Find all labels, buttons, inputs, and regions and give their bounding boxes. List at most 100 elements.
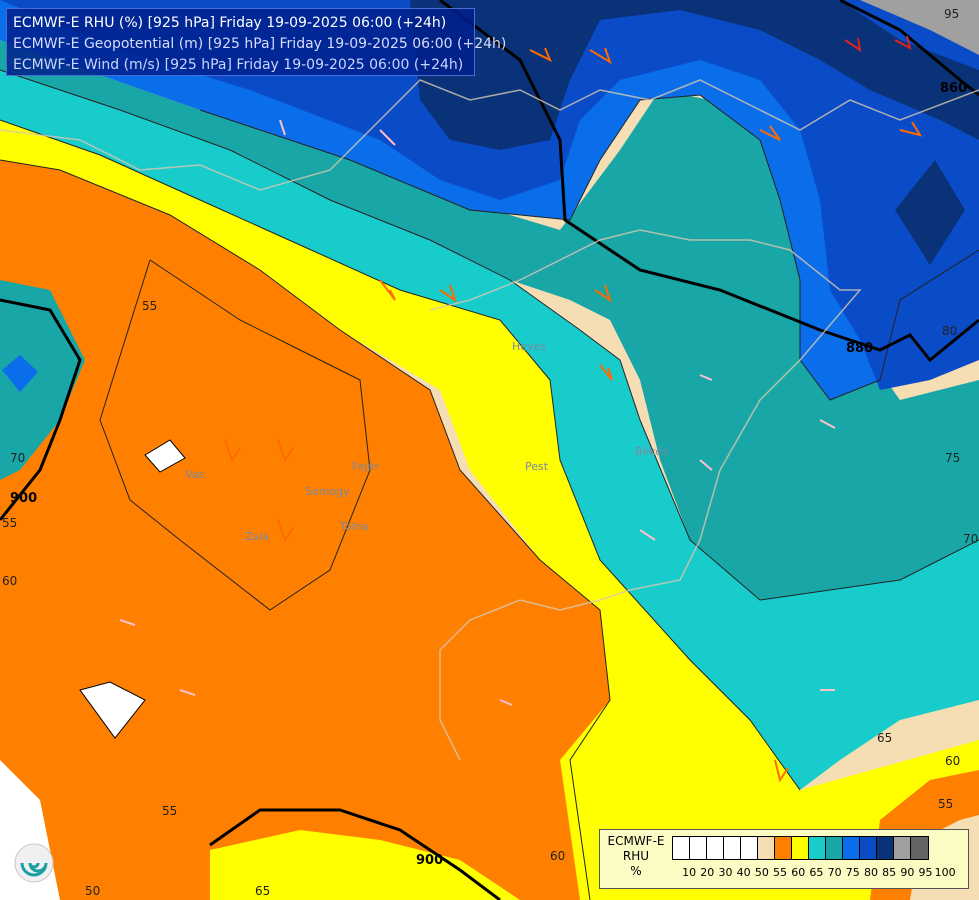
rhu-90-fill (410, 0, 979, 150)
legend-tick-label: 20 (700, 866, 715, 879)
contour-label: 60 (2, 574, 17, 588)
wind-barb (819, 419, 836, 429)
contour-line-80 (199, 94, 979, 401)
contour-label: 65 (877, 731, 892, 745)
legend-swatch (826, 837, 843, 859)
legend-tick-label: 70 (827, 866, 842, 879)
legend-tick-label: 80 (863, 866, 878, 879)
legend-tick-label: 75 (845, 866, 860, 879)
region-label: Zala (245, 530, 269, 543)
contour-label: 60 (945, 754, 960, 768)
rhu-60-fill (0, 160, 610, 900)
wind-barb (179, 689, 196, 696)
legend-swatch (775, 837, 792, 859)
legend-tick-label: 50 (754, 866, 769, 879)
contour-label: 80 (942, 324, 957, 338)
country-border-east (429, 229, 862, 761)
rhu-90-cell (895, 160, 965, 265)
wind-barb (894, 35, 912, 50)
region-label: Békés (635, 445, 668, 458)
legend-swatch (809, 837, 826, 859)
contour-line-65 (0, 119, 801, 791)
rhu-85-fill (0, 0, 979, 390)
wind-barb (594, 284, 612, 303)
contour-label: 95 (944, 7, 959, 21)
rhu-95-fill (860, 0, 979, 55)
wind-barb (774, 759, 789, 783)
legend-swatch (758, 837, 775, 859)
geopotential-880 (439, 0, 979, 363)
legend-swatch (690, 837, 707, 859)
legend-tick-label: 30 (718, 866, 733, 879)
wind-barb (899, 121, 923, 137)
legend-swatch (741, 837, 758, 859)
geopotential-label: 880 (846, 341, 873, 356)
geopotential-label: 900 (416, 853, 443, 868)
region-label: Fejér (352, 460, 379, 473)
wind-barb (277, 519, 294, 543)
legend-tick-label: 90 (900, 866, 915, 879)
rhu-legend: ECMWF-E RHU % 10 20 30 40 50 55 60 65 70 75 80 85 90… (599, 829, 969, 889)
geopotential-label: 900 (10, 491, 37, 506)
geopotential-860 (839, 0, 979, 97)
wind-barb (759, 125, 781, 141)
region-label: Pest (525, 460, 549, 473)
rhu-50-patch-b (144, 439, 186, 473)
geopotential-900-bottom (209, 808, 501, 900)
wind-barb (499, 699, 513, 706)
legend-tick-label: 65 (809, 866, 824, 879)
legend-swatch (843, 837, 860, 859)
contour-label: 60 (550, 849, 565, 863)
legend-swatch (877, 837, 894, 859)
wind-barb (699, 459, 713, 471)
rhu-75-fill (0, 40, 979, 600)
legend-swatch (707, 837, 724, 859)
rhu-80-left (2, 355, 38, 392)
legend-swatch (894, 837, 911, 859)
legend-swatch (792, 837, 809, 859)
geopotential-label: 860 (940, 81, 967, 96)
wind-barb (639, 529, 656, 541)
contour-label: 55 (938, 797, 953, 811)
wind-barb (279, 119, 286, 136)
legend-label-variable: RHU (622, 849, 650, 863)
contour-label: 65 (255, 884, 270, 898)
contour-label: 70 (10, 451, 25, 465)
legend-tick-labels: 10 20 30 40 50 55 60 65 70 75 80 85 90 95 100 (680, 866, 956, 879)
wind-barb (529, 47, 552, 63)
wind-barb (224, 439, 241, 463)
contour-label: 70 (963, 532, 978, 546)
rhu-65-bottom (210, 830, 520, 900)
geopotential-900-left (0, 298, 82, 521)
region-label: Heves (512, 340, 546, 353)
wind-barb (599, 364, 613, 381)
rhu-80-fill (0, 0, 979, 400)
wind-barb (277, 439, 294, 463)
contour-line-55 (99, 259, 371, 611)
wind-barb (379, 279, 396, 301)
legend-tick-label: 100 (934, 866, 956, 879)
rhu-75-left (0, 280, 85, 480)
legend-swatch (673, 837, 690, 859)
title-wind: ECMWF-E Wind (m/s) [925 hPa] Friday 19-0… (13, 57, 464, 73)
contour-label: 55 (162, 804, 177, 818)
wind-barb (119, 619, 136, 626)
region-label: Tolna (339, 520, 368, 533)
rhu-65-fill (0, 120, 979, 900)
contour-line-70 (0, 69, 979, 601)
legend-tick-label: 85 (882, 866, 897, 879)
legend-label-unit: % (630, 864, 642, 878)
contour-line-60 (0, 159, 611, 900)
wind-barb (439, 284, 457, 303)
wind-barb (379, 129, 396, 146)
legend-color-scale (672, 836, 929, 860)
legend-label-model: ECMWF-E (607, 834, 665, 848)
country-border (0, 79, 979, 191)
legend-tick-label: 55 (773, 866, 788, 879)
legend-tick-label: 10 (682, 866, 697, 879)
title-rhu: ECMWF-E RHU (%) [925 hPa] Friday 19-09-2… (13, 15, 447, 31)
wind-barb (844, 37, 862, 53)
legend-tick-label: 95 (918, 866, 933, 879)
legend-label: ECMWF-E RHU % (602, 834, 670, 879)
